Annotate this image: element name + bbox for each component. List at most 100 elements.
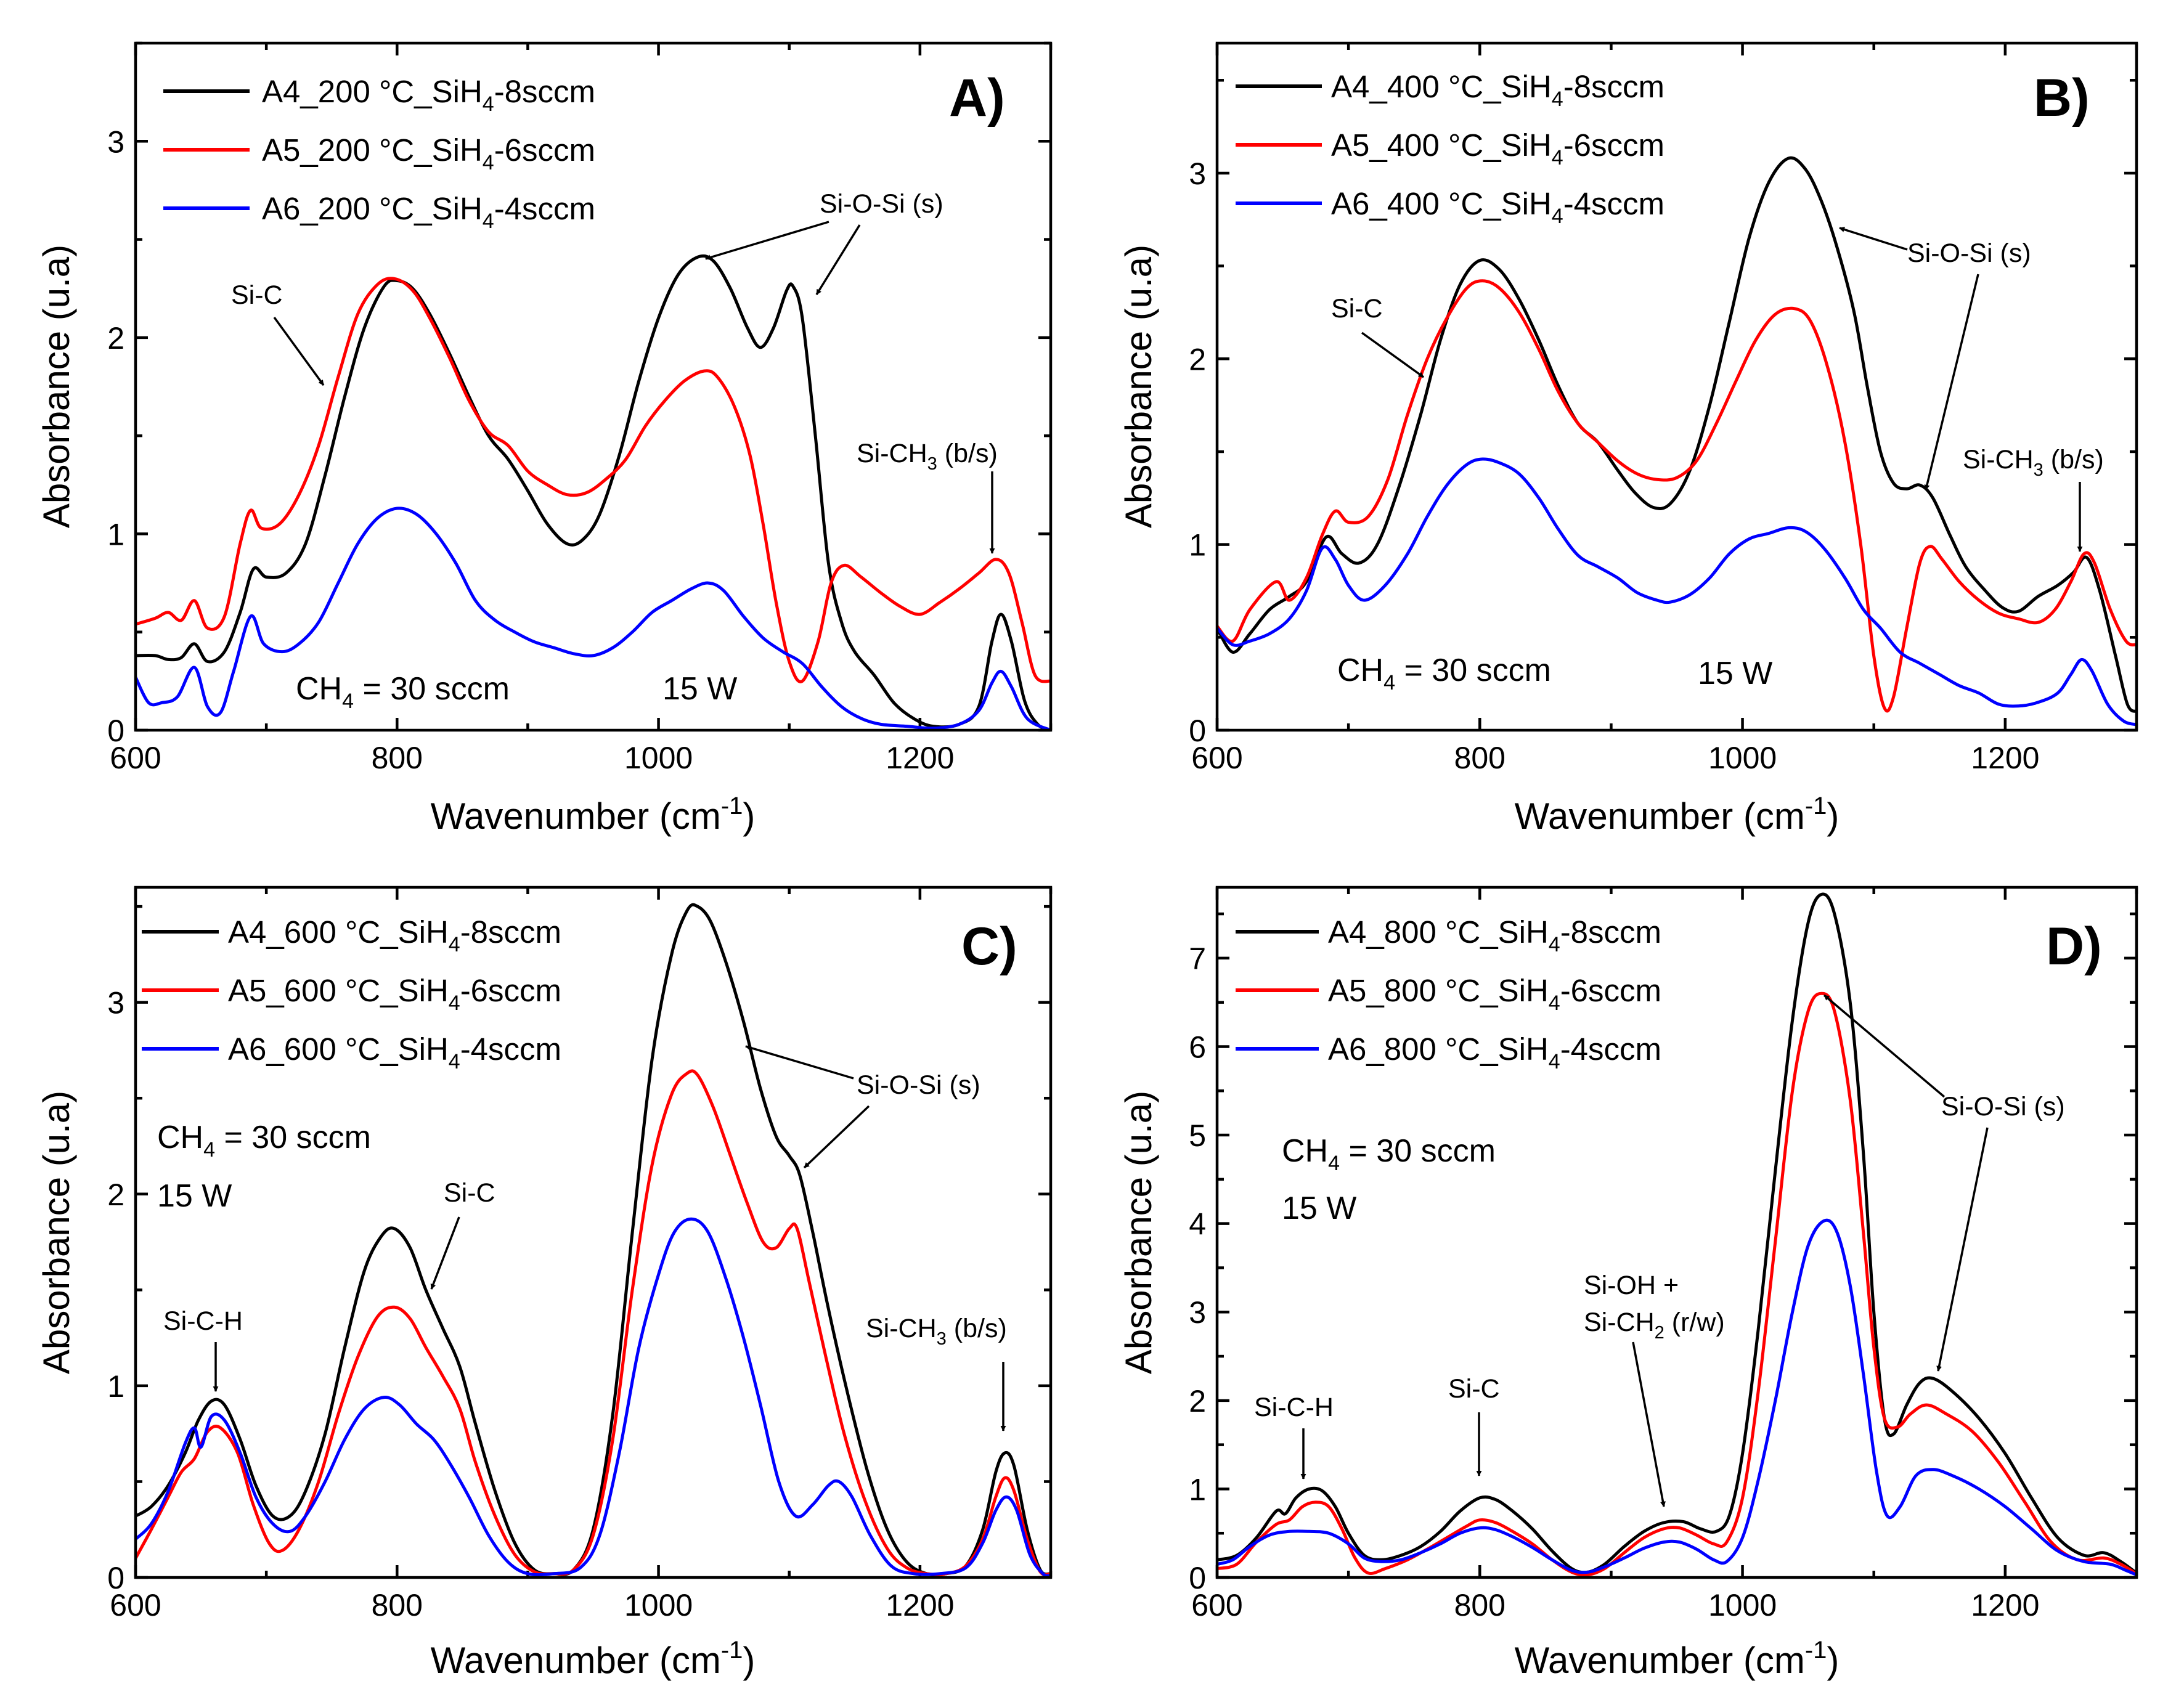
legend-entry-a6: A6_400 °C_SiH4-4sccm [1331, 186, 1664, 228]
panel-d-frame [1215, 885, 2138, 1579]
panel-b-y-tick-label: 0 [1189, 714, 1206, 748]
panel-d-y-tick-label: 6 [1189, 1030, 1206, 1064]
annotation-si-ch3: Si-CH3 (b/s) [866, 1314, 1007, 1349]
panel-c-series-a5 [136, 1069, 1051, 1577]
condition-power: 15 W [1698, 656, 1772, 691]
condition-ch4: CH4 = 30 sccm [296, 671, 510, 713]
condition-ch4: CH4 = 30 sccm [157, 1120, 371, 1162]
panel-a-x-axis-title: Wavenumber (cm-1) [431, 792, 756, 837]
annotation-si-c: Si-C [444, 1178, 495, 1208]
panel-a-legend: A4_200 °C_SiH4-8sccm A5_200 °C_SiH4-6scc… [163, 74, 595, 233]
panel-c-frame [134, 885, 1053, 1579]
arrow-si-c [1361, 332, 1425, 378]
panel-c-x-axis-title: Wavenumber (cm-1) [431, 1637, 756, 1681]
panel-d-label: D) [2046, 917, 2102, 976]
legend-entry-a6: A6_600 °C_SiH4-4sccm [228, 1032, 561, 1073]
panel-b-legend: A4_400 °C_SiH4-8sccm A5_400 °C_SiH4-6scc… [1236, 69, 1664, 228]
panel-c-y-tick-label: 1 [107, 1369, 124, 1404]
panel-d-series-a4 [1217, 892, 2137, 1575]
panel-d-y-tick-label: 1 [1189, 1472, 1206, 1507]
annotation-si-c: Si-C [1448, 1374, 1500, 1404]
panel-d-series-group [1217, 892, 2137, 1577]
panel-c-plot: 600 800 1000 1200 0 1 2 3 [107, 887, 1053, 1622]
panel-c-legend: A4_600 °C_SiH4-8sccm A5_600 °C_SiH4-6scc… [142, 914, 561, 1073]
panel-a: 600 800 1000 1200 0 1 2 3 A) A4_200 °C_SiH4-8sc… [36, 41, 1053, 837]
panel-c-x-tick-label: 1200 [886, 1588, 954, 1622]
panel-b-plot: 600 800 1000 1200 0 1 2 3 [1189, 43, 2138, 775]
annotation-si-c: Si-C [1331, 294, 1383, 324]
condition-power: 15 W [1282, 1190, 1356, 1226]
panel-b-series-a5 [1217, 279, 2137, 713]
panel-d-x-tick-label: 1200 [1971, 1588, 2039, 1622]
panel-b-y-tick-label: 1 [1189, 528, 1206, 563]
panel-a-y-tick-label: 0 [107, 714, 124, 748]
annotation-si-o-si: Si-O-Si (s) [857, 1070, 980, 1100]
condition-power: 15 W [157, 1178, 232, 1214]
panel-c-y-tick-label: 2 [107, 1178, 124, 1212]
panel-b-x-tick-label: 1200 [1971, 741, 2039, 775]
panel-b-series-group [1217, 156, 2137, 726]
legend-entry-a4: A4_400 °C_SiH4-8sccm [1331, 69, 1664, 111]
panel-a-plot: 600 800 1000 1200 0 1 2 3 [107, 41, 1053, 775]
panel-a-x-tick-label: 800 [372, 741, 423, 775]
panel-d-y-tick-label: 5 [1189, 1118, 1206, 1153]
panel-a-frame [134, 41, 1053, 732]
annotation-si-c: Si-C [231, 280, 283, 310]
panel-d-y-tick-label: 4 [1189, 1207, 1206, 1242]
panel-a-series-a4 [136, 254, 1051, 730]
annotation-si-o-si: Si-O-Si (s) [1907, 238, 2031, 268]
annotation-si-ch2: Si-CH2 (r/w) [1584, 1308, 1725, 1343]
legend-entry-a6: A6_800 °C_SiH4-4sccm [1328, 1032, 1661, 1073]
panel-c-series-a6 [136, 1217, 1051, 1577]
panel-a-y-tick-label: 1 [107, 517, 124, 551]
panel-a-y-axis-title: Absorbance (u.a) [36, 245, 77, 528]
arrow-si-oh [1632, 1341, 1666, 1507]
panel-c-label: C) [961, 917, 1017, 976]
annotation-si-ch3: Si-CH3 (b/s) [1963, 445, 2104, 480]
panel-b-x-axis-title: Wavenumber (cm-1) [1515, 792, 1840, 837]
panel-b-x-tick-label: 1000 [1708, 741, 1777, 775]
panel-d-plot: 600 800 1000 1200 0 1 2 3 4 5 6 7 [1189, 887, 2138, 1622]
panel-b-label: B) [2034, 68, 2090, 128]
panel-a-label: A) [949, 68, 1005, 128]
arrow-si-o-si-1 [1823, 994, 1946, 1098]
panel-c-series-a4 [136, 903, 1051, 1577]
panel-a-x-tick-label: 1000 [624, 741, 693, 775]
panel-d-y-tick-label: 7 [1189, 942, 1206, 976]
panel-b-x-tick-label: 600 [1191, 741, 1242, 775]
annotation-si-c-h: Si-C-H [1254, 1393, 1334, 1422]
panel-d-x-tick-label: 600 [1191, 1588, 1242, 1622]
annotation-si-o-si: Si-O-Si (s) [1941, 1092, 2065, 1121]
annotation-si-c-h: Si-C-H [163, 1306, 243, 1336]
panel-d-y-tick-label: 3 [1189, 1295, 1206, 1330]
arrow-si-o-si-1 [705, 221, 829, 260]
legend-entry-a5: A5_400 °C_SiH4-6sccm [1331, 128, 1664, 169]
arrow-si-o-si-1 [745, 1044, 854, 1080]
panel-d-y-tick-label: 2 [1189, 1384, 1206, 1418]
panel-c-x-tick-label: 800 [372, 1588, 423, 1622]
legend-entry-a5: A5_800 °C_SiH4-6sccm [1328, 973, 1661, 1015]
arrow-si-c [430, 1216, 460, 1290]
arrow-si-o-si-2 [803, 1105, 870, 1169]
panel-d-legend: A4_800 °C_SiH4-8sccm A5_800 °C_SiH4-6scc… [1236, 914, 1661, 1073]
panel-d-x-tick-label: 1000 [1708, 1588, 1777, 1622]
annotation-si-o-si: Si-O-Si (s) [820, 189, 943, 219]
panel-a-series-a6 [136, 507, 1051, 730]
arrow-si-o-si-2 [1924, 274, 1979, 490]
panel-d-x-tick-label: 800 [1454, 1588, 1506, 1622]
panel-a-series-a5 [136, 277, 1051, 683]
arrow-si-o-si-2 [1936, 1127, 1989, 1372]
panel-c-series-group [136, 903, 1051, 1577]
panel-c-y-tick-label: 0 [107, 1561, 124, 1595]
panel-a-y-tick-label: 2 [107, 321, 124, 356]
legend-entry-a5: A5_600 °C_SiH4-6sccm [228, 973, 561, 1015]
panel-d: 600 800 1000 1200 0 1 2 3 4 5 6 7 D) A4_800 °C_SiH4… [1118, 885, 2138, 1681]
arrow-si-o-si-2 [815, 224, 861, 295]
condition-ch4: CH4 = 30 sccm [1337, 653, 1551, 694]
panel-c-y-axis-title: Absorbance (u.a) [36, 1091, 77, 1374]
panel-b-series-a4 [1217, 156, 2137, 714]
panel-b-y-tick-label: 2 [1189, 342, 1206, 376]
panel-b: 600 800 1000 1200 0 1 2 3 B) A4_400 °C_SiH4-8sc… [1118, 41, 2138, 837]
panel-d-series-a6 [1217, 1218, 2137, 1577]
panel-d-y-axis-title: Absorbance (u.a) [1118, 1091, 1159, 1374]
